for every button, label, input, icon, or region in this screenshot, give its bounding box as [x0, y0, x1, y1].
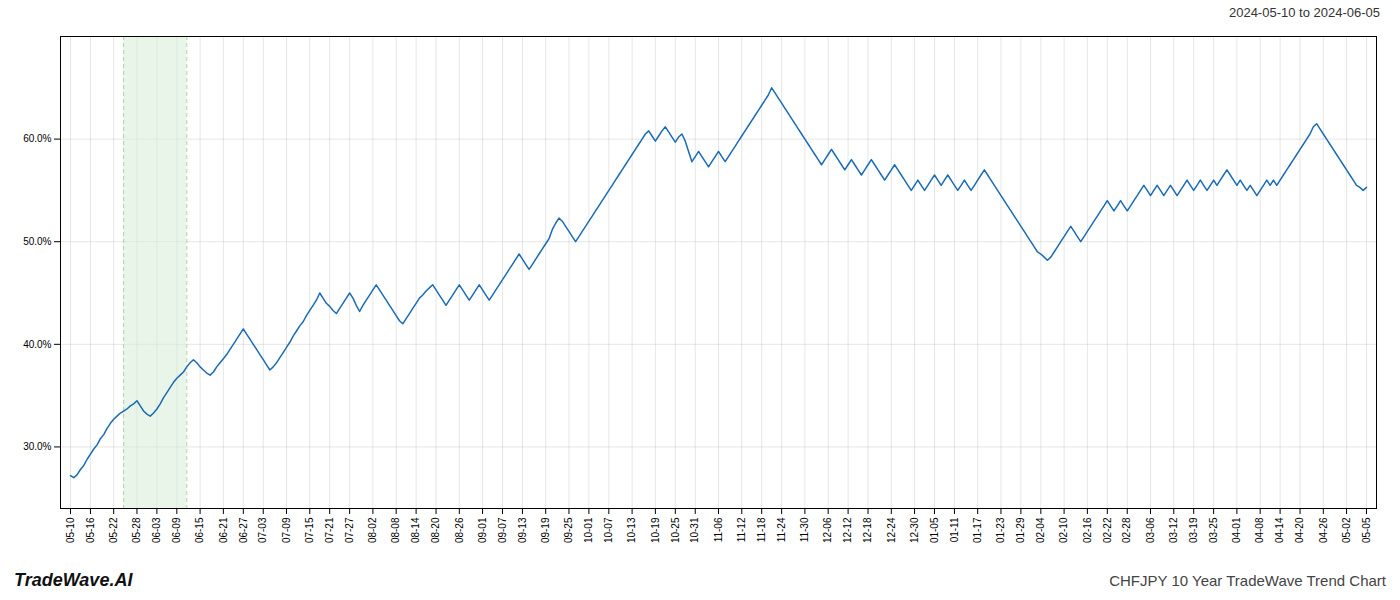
svg-text:04-14: 04-14	[1274, 517, 1285, 543]
svg-text:12-12: 12-12	[842, 517, 853, 543]
svg-text:60.0%: 60.0%	[23, 133, 51, 144]
svg-text:04-26: 04-26	[1318, 517, 1329, 543]
svg-text:01-29: 01-29	[1015, 517, 1026, 543]
svg-text:04-01: 04-01	[1231, 517, 1242, 543]
svg-text:40.0%: 40.0%	[23, 339, 51, 350]
svg-text:02-22: 02-22	[1102, 517, 1113, 543]
svg-text:11-06: 11-06	[713, 517, 724, 542]
html-text:2024-05-10 to 2024-06-05: 2024-05-10 to 2024-06-05	[1228, 4, 1380, 20]
svg-text:12-18: 12-18	[862, 517, 873, 543]
svg-text:03-12: 03-12	[1168, 517, 1179, 543]
svg-text:04-08: 04-08	[1254, 517, 1265, 543]
svg-text:07-15: 07-15	[304, 517, 315, 543]
svg-text:03-19: 03-19	[1188, 517, 1199, 543]
svg-text:11-18: 11-18	[756, 517, 767, 542]
svg-text:09-01: 09-01	[477, 517, 488, 543]
svg-text:10-19: 10-19	[650, 517, 661, 543]
svg-text:06-27: 06-27	[238, 517, 249, 543]
svg-text:02-10: 02-10	[1058, 517, 1069, 543]
svg-text:07-09: 07-09	[281, 517, 292, 543]
svg-text:09-13: 09-13	[517, 517, 528, 543]
svg-text:10-31: 10-31	[689, 517, 700, 543]
svg-text:02-16: 02-16	[1082, 517, 1093, 543]
svg-text:08-14: 08-14	[410, 517, 421, 543]
svg-text:02-04: 02-04	[1035, 517, 1046, 543]
svg-text:05-16: 05-16	[85, 517, 96, 543]
svg-text:07-21: 07-21	[324, 517, 335, 543]
svg-text:05-05: 05-05	[1361, 517, 1372, 543]
html-text:CHFJPY 10 Year TradeWave Trend: CHFJPY 10 Year TradeWave Trend Chart	[1109, 571, 1386, 589]
svg-text:01-05: 01-05	[929, 517, 940, 543]
svg-text:08-08: 08-08	[390, 517, 401, 543]
svg-text:06-09: 06-09	[171, 517, 182, 543]
svg-text:12-24: 12-24	[886, 517, 897, 543]
svg-text:05-10: 05-10	[65, 517, 76, 543]
svg-text:10-07: 10-07	[603, 517, 614, 543]
svg-text:08-20: 08-20	[430, 517, 441, 543]
svg-text:05-28: 05-28	[131, 517, 142, 543]
svg-text:10-25: 10-25	[670, 517, 681, 543]
svg-text:02-28: 02-28	[1121, 517, 1132, 543]
svg-text:10-13: 10-13	[626, 517, 637, 543]
svg-text:05-22: 05-22	[108, 517, 119, 543]
svg-text:07-27: 07-27	[344, 517, 355, 543]
svg-text:12-06: 12-06	[822, 517, 833, 543]
svg-text:04-20: 04-20	[1294, 517, 1305, 543]
svg-text:07-03: 07-03	[257, 517, 268, 543]
svg-text:11-30: 11-30	[799, 517, 810, 542]
svg-text:06-15: 06-15	[194, 517, 205, 543]
svg-text:10-01: 10-01	[583, 517, 594, 543]
svg-text:09-19: 09-19	[540, 517, 551, 543]
svg-text:01-23: 01-23	[995, 517, 1006, 543]
svg-text:11-24: 11-24	[776, 517, 787, 542]
svg-text:09-25: 09-25	[563, 517, 574, 543]
svg-text:01-11: 01-11	[949, 517, 960, 542]
svg-text:50.0%: 50.0%	[23, 236, 51, 247]
svg-text:03-06: 03-06	[1145, 517, 1156, 543]
svg-text:06-21: 06-21	[218, 517, 229, 543]
svg-text:06-03: 06-03	[151, 517, 162, 543]
svg-text:11-12: 11-12	[736, 517, 747, 542]
svg-text:08-02: 08-02	[367, 517, 378, 543]
svg-text:30.0%: 30.0%	[23, 441, 51, 452]
svg-text:01-17: 01-17	[972, 517, 983, 543]
svg-text:09-07: 09-07	[497, 517, 508, 543]
svg-text:12-30: 12-30	[909, 517, 920, 543]
svg-text:08-26: 08-26	[454, 517, 465, 543]
svg-text:03-25: 03-25	[1208, 517, 1219, 543]
html-text:TradeWave.AI: TradeWave.AI	[14, 569, 133, 590]
svg-text:05-02: 05-02	[1341, 517, 1352, 543]
